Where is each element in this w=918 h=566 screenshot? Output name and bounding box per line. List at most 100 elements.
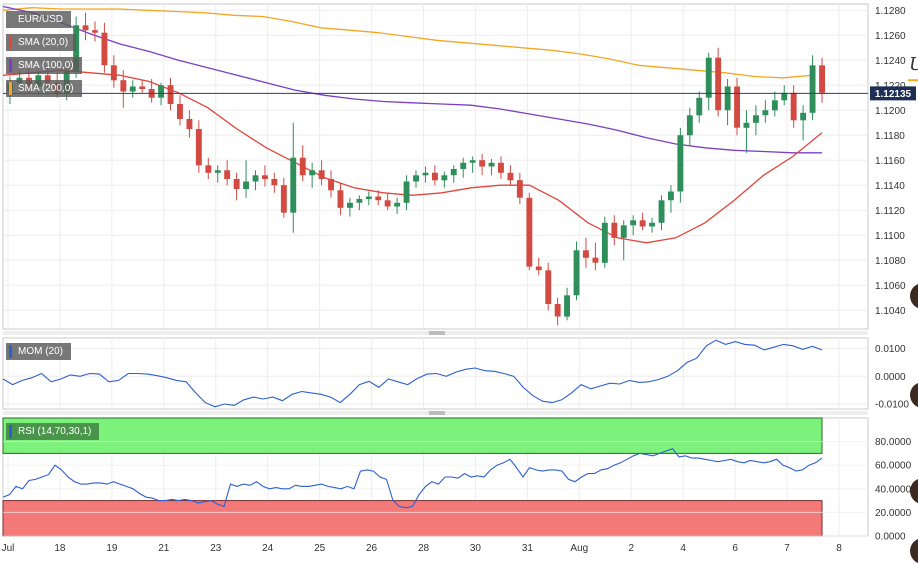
candle-body-65 [620, 225, 627, 238]
candle-body-32 [309, 170, 316, 176]
candle-body-41 [394, 202, 401, 207]
y-tick-rsi-0: 80.0000 [875, 437, 912, 448]
candle-body-73 [696, 97, 703, 116]
candle-body-49 [469, 160, 476, 163]
rsi-swatch [9, 425, 12, 438]
edge-avatar-4 [910, 538, 918, 564]
legend-mom-label: MOM (20) [18, 346, 63, 357]
y-tick-rsi-1: 60.0000 [875, 461, 912, 472]
candle-body-26 [252, 175, 259, 182]
candle-body-70 [668, 191, 674, 201]
sma100-swatch [9, 59, 12, 72]
candle-body-37 [356, 199, 363, 203]
candle-body-10 [101, 32, 108, 66]
legend-symbol-label: EUR/USD [18, 14, 64, 25]
candle-body-64 [611, 222, 618, 238]
pane-frame-main [2, 3, 869, 330]
y-tick-main-1: 1.1260 [875, 31, 906, 42]
sma200-line [2, 7, 813, 79]
sma20-swatch [9, 36, 12, 49]
candle-body-50 [479, 160, 486, 167]
x-tick-label-10: 31 [522, 543, 534, 554]
candle-body-9 [92, 30, 98, 33]
legend-rsi[interactable]: RSI (14,70,30,1) [6, 423, 100, 440]
candle-body-53 [507, 172, 514, 181]
legend-mom[interactable]: MOM (20) [6, 343, 71, 360]
candle-body-31 [299, 157, 306, 176]
candle-body-58 [554, 304, 561, 317]
candle-body-24 [233, 179, 240, 189]
candle-body-18 [177, 104, 183, 119]
candle-body-78 [743, 122, 750, 128]
candle-body-54 [516, 180, 523, 198]
y-tick-main-0: 1.1280 [875, 6, 906, 17]
candle-body-40 [384, 200, 391, 207]
candle-body-80 [762, 110, 769, 116]
candle-body-33 [318, 170, 325, 179]
edge-avatar-2 [910, 382, 918, 408]
y-tick-main-8: 1.1120 [875, 206, 905, 217]
candle-body-45 [432, 172, 438, 181]
candle-body-63 [601, 222, 608, 263]
candle-body-12 [120, 80, 127, 92]
x-tick-label-13: 4 [680, 543, 686, 554]
candle-body-47 [450, 169, 457, 176]
x-tick-label-12: 2 [628, 543, 634, 554]
candle-body-22 [214, 170, 221, 173]
candle-body-19 [186, 119, 193, 129]
y-tick-main-11: 1.1060 [875, 281, 906, 292]
y-tick-main-10: 1.1080 [875, 256, 906, 267]
legend-sma200[interactable]: SMA (200,0) [6, 80, 82, 97]
candle-body-85 [809, 65, 816, 113]
candle-body-74 [705, 57, 712, 98]
y-tick-main-7: 1.1140 [875, 181, 905, 192]
edge-avatar-1 [910, 283, 918, 309]
x-tick-label-8: 28 [418, 543, 430, 554]
y-tick-main-4: 1.1200 [875, 106, 906, 117]
x-tick-label-9: 30 [470, 543, 482, 554]
edge-letter: U [909, 54, 918, 75]
candle-body-76 [724, 86, 731, 111]
candle-body-44 [422, 172, 429, 176]
candle-body-13 [129, 86, 136, 92]
y-tick-main-5: 1.1180 [875, 131, 905, 142]
candle-body-82 [781, 92, 788, 101]
candle-body-72 [686, 115, 693, 136]
mom-swatch [9, 345, 12, 358]
edge-avatar-3 [910, 478, 918, 504]
y-tick-main-12: 1.1040 [875, 306, 906, 317]
candle-body-52 [498, 162, 504, 173]
candle-body-7 [73, 25, 80, 72]
legend-sma100[interactable]: SMA (100,0) [6, 57, 82, 74]
x-tick-label-0: Jul [2, 543, 15, 554]
candle-body-43 [413, 175, 419, 182]
candle-body-86 [819, 65, 825, 93]
candle-body-23 [224, 170, 231, 179]
y-tick-main-3: 1.1220 [875, 81, 906, 92]
x-tick-label-6: 25 [314, 543, 326, 554]
candle-body-14 [139, 86, 146, 89]
candle-body-71 [677, 135, 684, 192]
x-tick-label-15: 7 [784, 543, 790, 554]
candle-body-77 [734, 86, 740, 128]
candle-body-21 [205, 165, 212, 173]
candle-body-28 [271, 179, 278, 186]
sma200-swatch [9, 82, 12, 95]
candle-body-56 [535, 266, 542, 271]
candle-body-61 [583, 250, 589, 258]
legend-symbol[interactable]: EUR/USD [6, 11, 72, 28]
y-tick-main-9: 1.1100 [875, 231, 905, 242]
x-tick-label-7: 26 [366, 543, 378, 554]
candle-body-17 [167, 85, 174, 104]
candle-body-62 [592, 257, 599, 263]
legend-sma20-label: SMA (20,0) [18, 37, 69, 48]
legend-sma20[interactable]: SMA (20,0) [6, 34, 77, 51]
candle-body-60 [573, 250, 580, 296]
candle-body-16 [158, 85, 164, 98]
legend-rsi-label: RSI (14,70,30,1) [18, 426, 92, 437]
candle-body-84 [800, 112, 807, 121]
x-tick-label-14: 6 [732, 543, 738, 554]
candle-body-51 [488, 162, 495, 167]
mom-line [2, 339, 823, 408]
